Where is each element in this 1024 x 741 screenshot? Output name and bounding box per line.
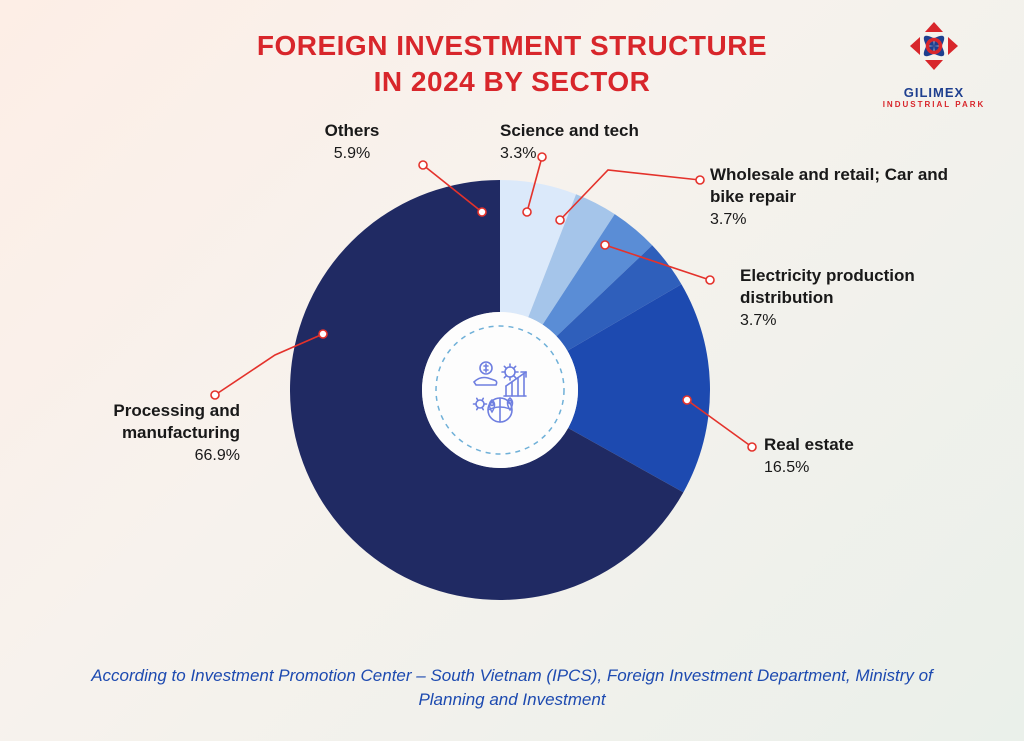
logo-sublabel: INDUSTRIAL PARK xyxy=(874,100,994,109)
title-line2: IN 2024 BY SECTOR xyxy=(0,64,1024,100)
callout-value: 5.9% xyxy=(262,144,442,165)
callout-label: Processing and manufacturing xyxy=(0,400,240,444)
page-title: FOREIGN INVESTMENT STRUCTURE IN 2024 BY … xyxy=(0,28,1024,101)
callout-value: 3.3% xyxy=(500,144,639,165)
callout-electricity: Electricity production distribution3.7% xyxy=(740,265,990,332)
callout-value: 66.9% xyxy=(0,446,240,467)
title-line1: FOREIGN INVESTMENT STRUCTURE xyxy=(0,28,1024,64)
callout-label: Real estate xyxy=(764,434,854,456)
callout-label: Wholesale and retail; Car and bike repai… xyxy=(710,164,960,208)
callout-others: Others5.9% xyxy=(262,120,442,165)
callout-wholesale: Wholesale and retail; Car and bike repai… xyxy=(710,164,960,231)
callout-value: 3.7% xyxy=(740,311,990,332)
callout-real_estate: Real estate16.5% xyxy=(764,434,854,479)
donut-center xyxy=(422,312,578,468)
source-note: According to Investment Promotion Center… xyxy=(60,664,964,713)
page: GILIMEX INDUSTRIAL PARK FOREIGN INVESTME… xyxy=(0,0,1024,741)
callout-value: 3.7% xyxy=(710,210,960,231)
callout-label: Science and tech xyxy=(500,120,639,142)
callout-label: Others xyxy=(262,120,442,142)
callout-processing: Processing and manufacturing66.9% xyxy=(0,400,240,467)
callout-science_tech: Science and tech3.3% xyxy=(500,120,639,165)
callout-value: 16.5% xyxy=(764,458,854,479)
callout-label: Electricity production distribution xyxy=(740,265,990,309)
